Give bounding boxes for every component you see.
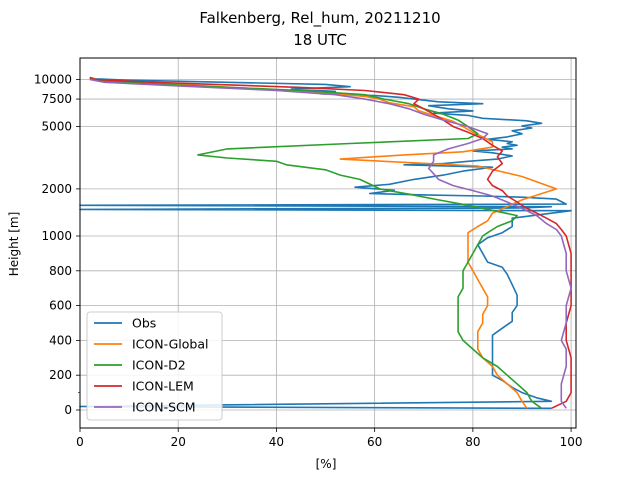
legend-label: ICON-LEM (132, 379, 194, 394)
series-line-icon-lem (89, 76, 572, 410)
x-tick-label: 100 (560, 435, 583, 449)
series-line-icon-global (89, 77, 558, 409)
legend: Obs ICON-Global ICON-D2 ICON-LEM ICON-SCM (86, 311, 223, 421)
y-tick-label: 400 (49, 333, 72, 347)
x-tick-label: 60 (367, 435, 382, 449)
y-tick-label: 10000 (34, 73, 72, 87)
y-tick-label: 600 (49, 299, 72, 313)
x-tick-label: 0 (76, 435, 84, 449)
plot-frame (79, 57, 577, 429)
y-tick-label: 0 (64, 403, 72, 417)
legend-label: ICON-Global (132, 337, 208, 352)
y-tick-label: 200 (49, 368, 72, 382)
x-axis: 0 20 40 60 80 100 (76, 428, 583, 449)
x-tick-label: 40 (269, 435, 284, 449)
y-tick-label: 1000 (41, 229, 72, 243)
series-line-obs (79, 76, 572, 410)
x-axis-label: [%] (316, 457, 337, 471)
x-tick-label: 80 (465, 435, 480, 449)
x-tick-label: 20 (171, 435, 186, 449)
legend-label: ICON-D2 (132, 358, 186, 373)
y-tick-label: 800 (49, 264, 72, 278)
series-line-icon-d2 (89, 77, 543, 409)
y-tick-label: 7500 (41, 92, 72, 106)
chart-title: Falkenberg, Rel_hum, 20211210 (199, 9, 440, 28)
y-axis: 0 200 400 600 800 1000 2000 5000 7500 10000 (34, 73, 80, 417)
legend-label: Obs (132, 316, 156, 331)
grid-lines (79, 58, 576, 428)
y-tick-label: 2000 (41, 182, 72, 196)
legend-label: ICON-SCM (132, 400, 196, 415)
y-axis-label: Height [m] (7, 212, 21, 277)
y-tick-label: 5000 (41, 120, 72, 134)
series-line-icon-scm (89, 78, 572, 409)
chart-subtitle: 18 UTC (293, 31, 347, 49)
series-layer (79, 76, 572, 410)
legend-box (86, 311, 223, 421)
